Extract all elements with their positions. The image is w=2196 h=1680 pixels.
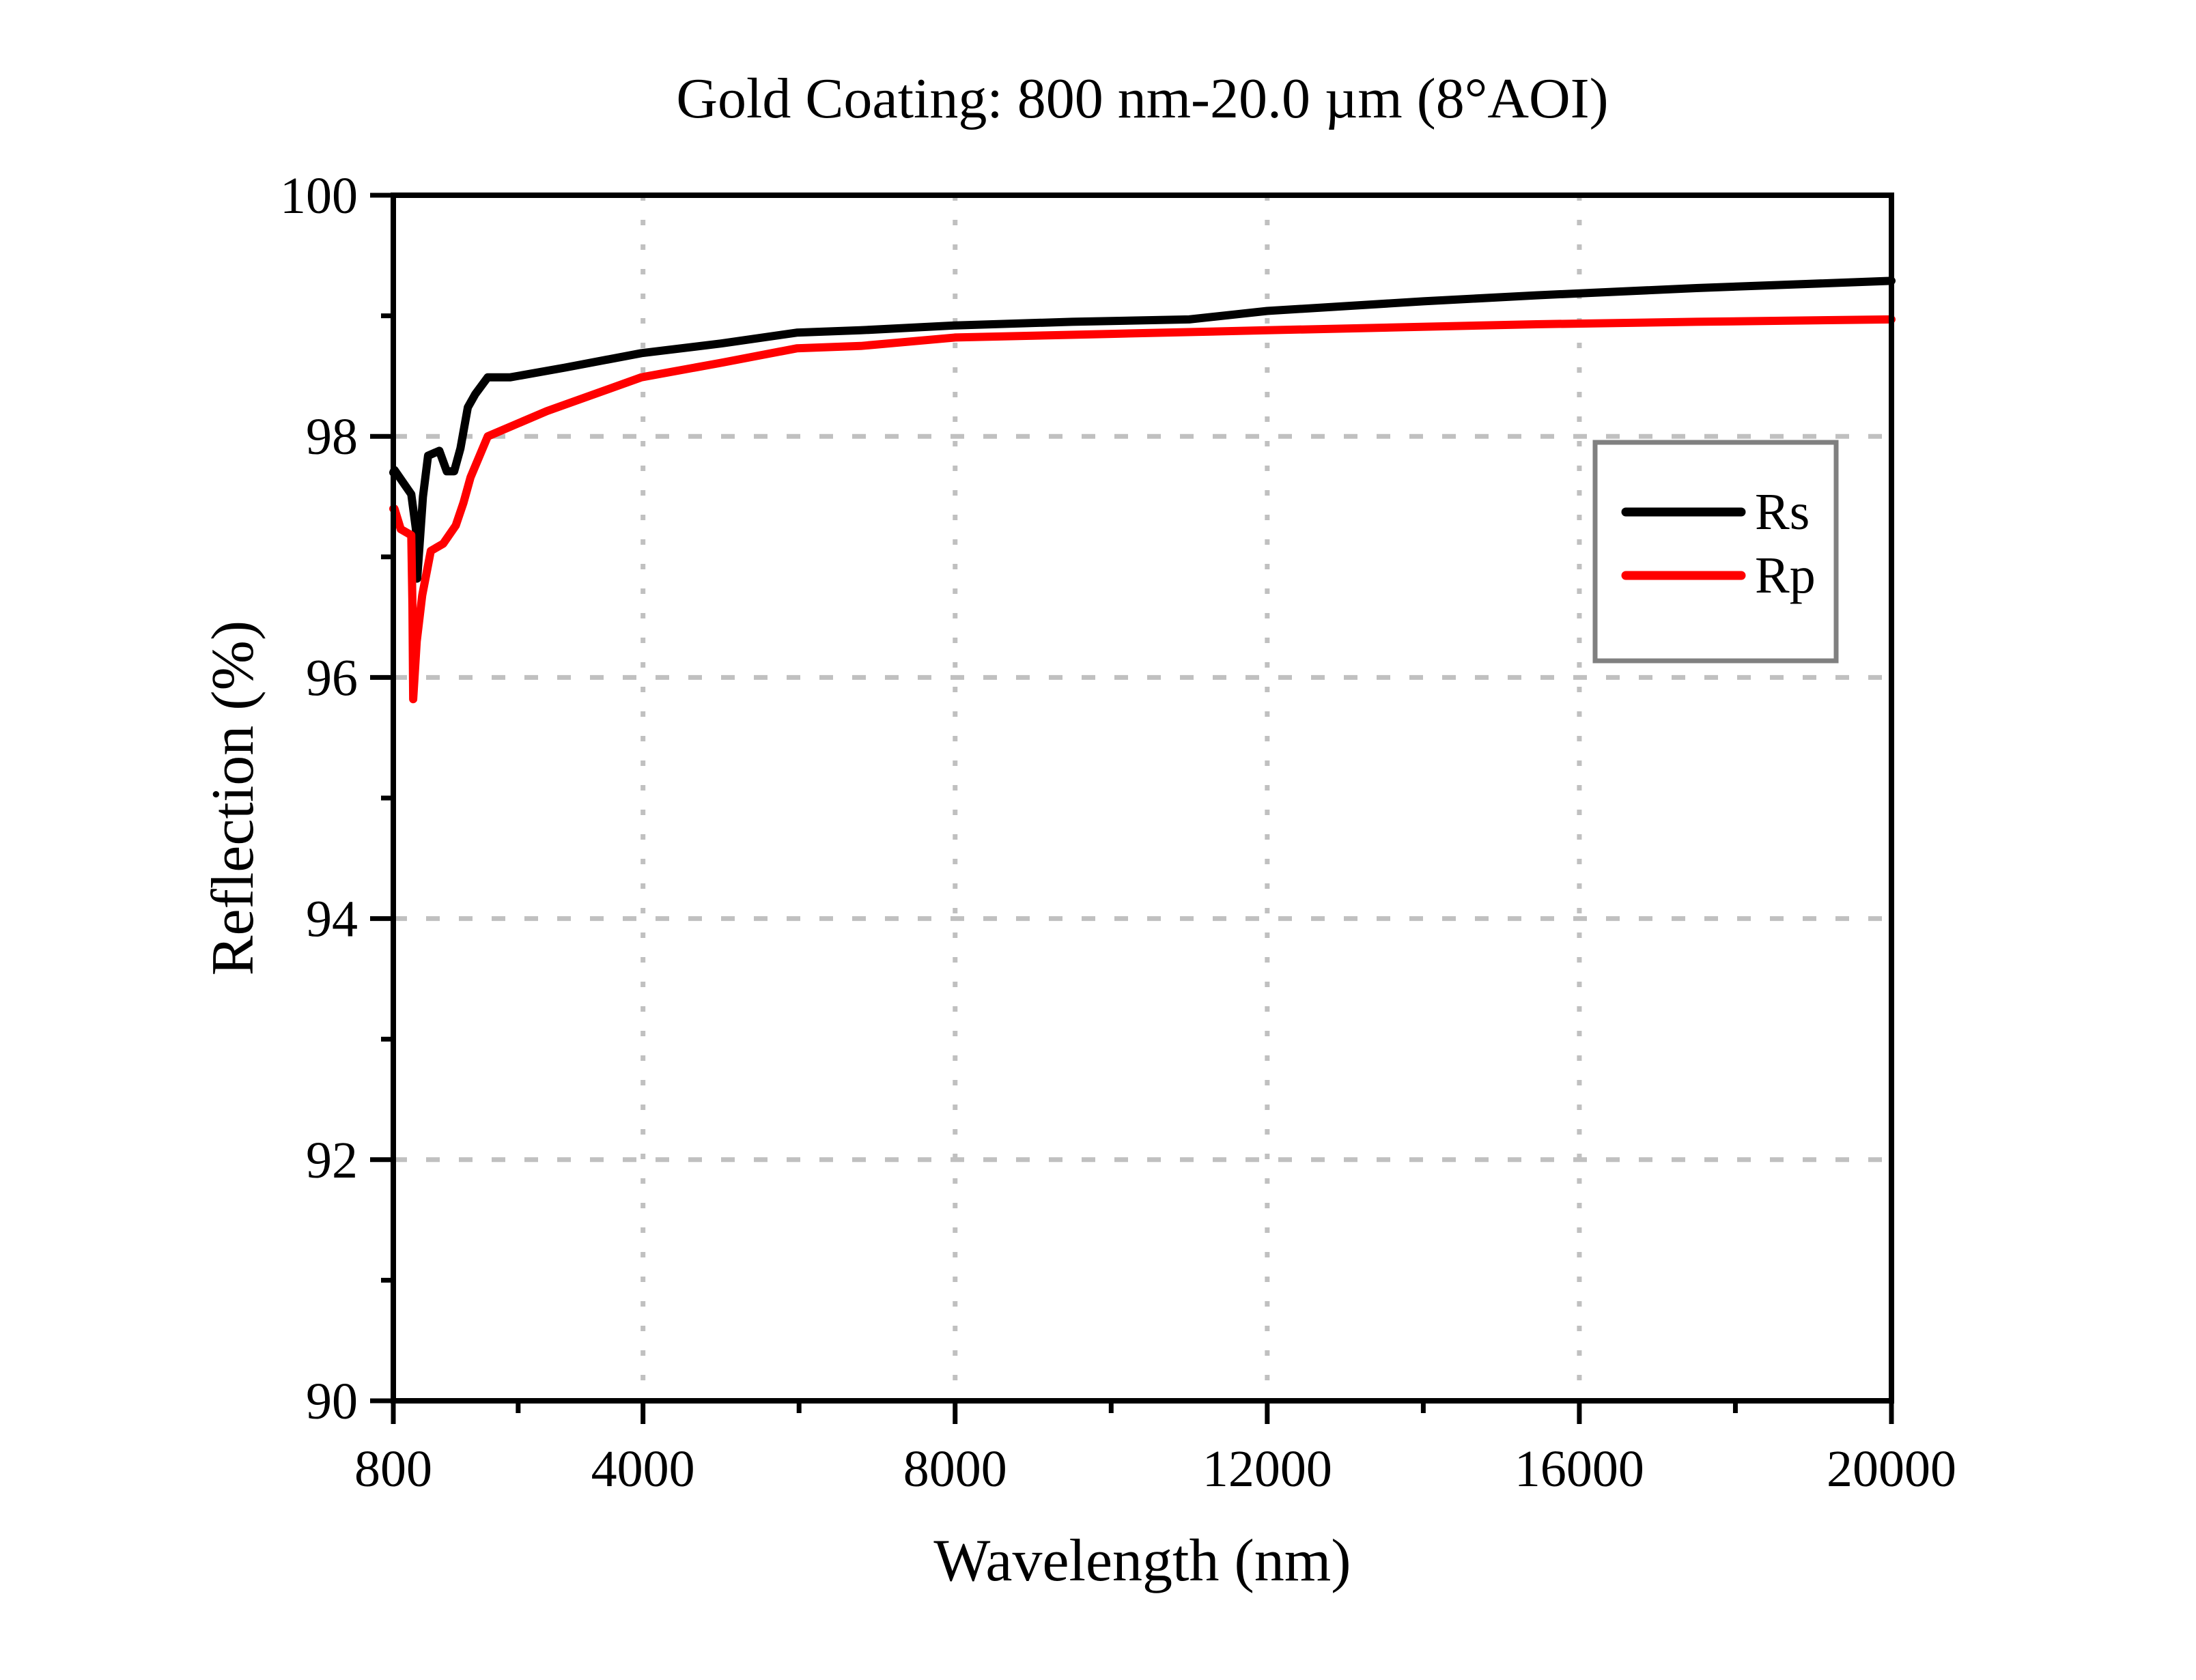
y-axis-title: Reflection (%): [200, 621, 266, 976]
legend: Rs Rp: [1592, 440, 1839, 664]
y-tick-label: 94: [306, 891, 358, 948]
y-tick-label: 100: [280, 167, 358, 225]
series-line-rs: [389, 276, 1896, 583]
chart-title: Gold Coating: 800 nm-20.0 µm (8°AOI): [676, 67, 1608, 130]
y-tick-label: 98: [306, 408, 358, 466]
grid: [393, 195, 1891, 1401]
legend-label-rp: Rp: [1755, 547, 1816, 604]
x-tick-label: 12000: [1202, 1440, 1332, 1498]
y-tick-label: 92: [306, 1132, 358, 1189]
x-tick-label: 16000: [1515, 1440, 1644, 1498]
legend-label-rs: Rs: [1755, 483, 1810, 541]
x-tick-label: 20000: [1827, 1440, 1956, 1498]
y-tick-label: 90: [306, 1373, 358, 1430]
series-group: [389, 276, 1896, 704]
ticks: [370, 193, 1894, 1424]
x-tick-label: 4000: [591, 1440, 695, 1498]
x-tick-label: 8000: [903, 1440, 1007, 1498]
x-axis-title: Wavelength (nm): [933, 1528, 1351, 1594]
x-tick-label: 800: [354, 1440, 432, 1498]
y-tick-label: 96: [306, 649, 358, 707]
series-line-rp: [389, 315, 1896, 704]
tick-labels: 800 4000 8000 12000 16000 20000 90 92 94 96 98 100: [280, 167, 1956, 1498]
plot-frame: [391, 193, 1894, 1404]
legend-box: [1592, 440, 1839, 664]
